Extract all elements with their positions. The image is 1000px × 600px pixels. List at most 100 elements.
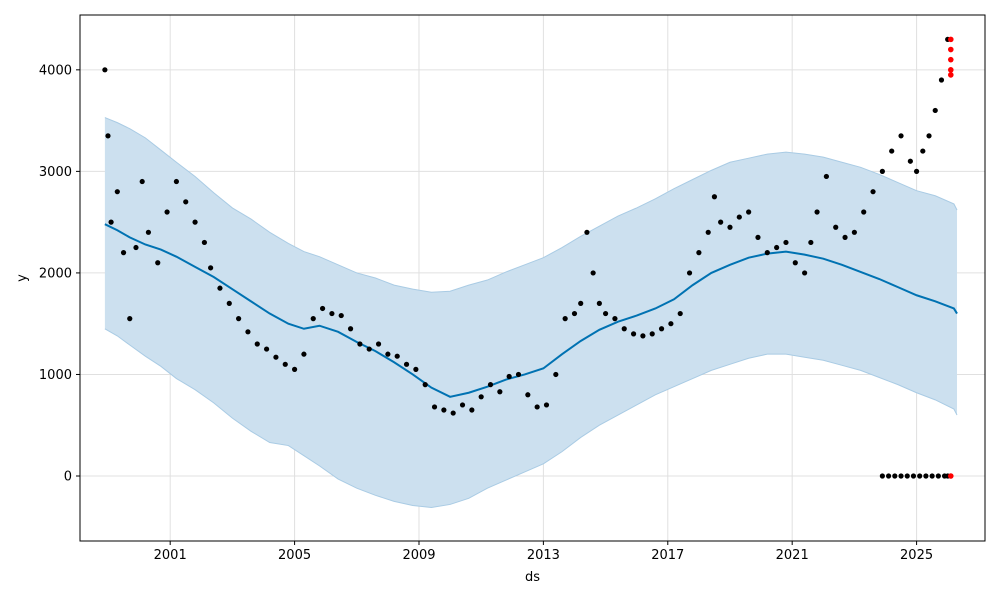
observed-point bbox=[478, 394, 484, 400]
observed-point bbox=[823, 173, 829, 180]
observed-point bbox=[596, 300, 602, 306]
observed-point bbox=[127, 316, 133, 322]
observed-point bbox=[571, 310, 578, 317]
observed-point bbox=[208, 265, 214, 271]
observed-point bbox=[870, 189, 876, 195]
observed-point bbox=[469, 407, 475, 413]
observed-point bbox=[155, 260, 161, 266]
observed-point bbox=[842, 234, 848, 240]
observed-point bbox=[621, 326, 627, 332]
observed-point bbox=[394, 353, 400, 359]
highlighted-point bbox=[947, 473, 954, 479]
observed-point bbox=[534, 404, 540, 410]
observed-point bbox=[139, 178, 145, 185]
observed-point bbox=[329, 310, 335, 317]
zero-value-point bbox=[929, 473, 935, 479]
observed-points-layer bbox=[102, 36, 954, 479]
observed-point bbox=[254, 341, 260, 347]
observed-point bbox=[431, 404, 438, 410]
observed-point bbox=[612, 316, 618, 322]
x-tick-label: 2021 bbox=[776, 548, 809, 563]
observed-point bbox=[450, 410, 456, 416]
observed-point bbox=[347, 326, 354, 332]
observed-point bbox=[236, 316, 242, 322]
observed-point bbox=[879, 168, 885, 174]
observed-point bbox=[319, 305, 326, 312]
observed-point bbox=[441, 407, 447, 413]
observed-point bbox=[120, 250, 127, 256]
x-tick-label: 2001 bbox=[154, 548, 187, 563]
axis-ticks: 2001 2005 2009 2013 2017 2021 2025 0 1000 2000 300… bbox=[39, 63, 933, 563]
observed-point bbox=[711, 194, 718, 200]
plot-frame bbox=[79, 14, 986, 542]
observed-point bbox=[291, 366, 298, 372]
observed-point bbox=[164, 209, 170, 215]
observed-point bbox=[649, 331, 655, 337]
observed-point bbox=[562, 316, 568, 322]
zero-value-point bbox=[885, 473, 892, 479]
observed-point bbox=[727, 224, 733, 230]
observed-point bbox=[718, 219, 724, 225]
zero-value-point bbox=[879, 473, 885, 479]
observed-point bbox=[338, 312, 344, 319]
observed-point bbox=[833, 224, 839, 230]
observed-point bbox=[920, 148, 926, 154]
observed-point bbox=[764, 250, 770, 256]
observed-point bbox=[755, 234, 761, 240]
observed-point bbox=[403, 361, 410, 367]
observed-point bbox=[907, 158, 913, 164]
zero-value-point bbox=[904, 473, 910, 479]
observed-point bbox=[938, 77, 945, 83]
observed-point bbox=[783, 239, 789, 246]
observed-point bbox=[108, 219, 114, 225]
observed-point bbox=[808, 239, 814, 246]
observed-point bbox=[696, 250, 702, 256]
observed-point bbox=[602, 310, 609, 317]
zero-value-point bbox=[910, 473, 917, 479]
y-tick-label: 4000 bbox=[39, 63, 72, 78]
zero-value-point bbox=[935, 473, 941, 479]
zero-value-point bbox=[923, 473, 929, 479]
observed-point bbox=[515, 371, 522, 378]
observed-point bbox=[861, 209, 867, 215]
y-tick-label: 0 bbox=[64, 470, 72, 485]
observed-point bbox=[366, 346, 372, 352]
observed-point bbox=[375, 341, 382, 347]
zero-value-point bbox=[898, 473, 904, 479]
x-axis-label: ds bbox=[525, 570, 540, 585]
observed-point bbox=[926, 133, 932, 139]
observed-point bbox=[736, 214, 742, 220]
observed-point bbox=[114, 189, 120, 195]
zero-value-point bbox=[892, 473, 898, 479]
observed-point bbox=[630, 331, 637, 337]
observed-point bbox=[590, 270, 596, 276]
observed-point bbox=[357, 341, 363, 347]
highlighted-point bbox=[947, 46, 954, 53]
x-tick-label: 2009 bbox=[402, 548, 435, 563]
observed-point bbox=[851, 229, 857, 235]
observed-point bbox=[640, 333, 646, 339]
x-tick-label: 2005 bbox=[278, 548, 311, 563]
observed-point bbox=[889, 148, 895, 154]
observed-point bbox=[413, 366, 419, 372]
y-axis-label: y bbox=[15, 274, 30, 282]
observed-point bbox=[310, 316, 316, 322]
observed-point bbox=[263, 346, 270, 352]
observed-point bbox=[201, 239, 207, 246]
observed-point bbox=[282, 361, 288, 367]
observed-point bbox=[686, 270, 693, 276]
observed-point bbox=[422, 382, 428, 388]
highlighted-point bbox=[947, 72, 954, 78]
observed-point bbox=[105, 133, 111, 139]
observed-point bbox=[217, 285, 223, 291]
observed-point bbox=[525, 392, 531, 398]
observed-point bbox=[746, 209, 752, 215]
observed-point bbox=[506, 373, 512, 380]
forecast-line-layer bbox=[104, 223, 958, 398]
observed-point bbox=[932, 107, 938, 114]
observed-point bbox=[487, 382, 494, 388]
y-tick-label: 2000 bbox=[39, 266, 72, 281]
observed-point bbox=[245, 329, 251, 335]
